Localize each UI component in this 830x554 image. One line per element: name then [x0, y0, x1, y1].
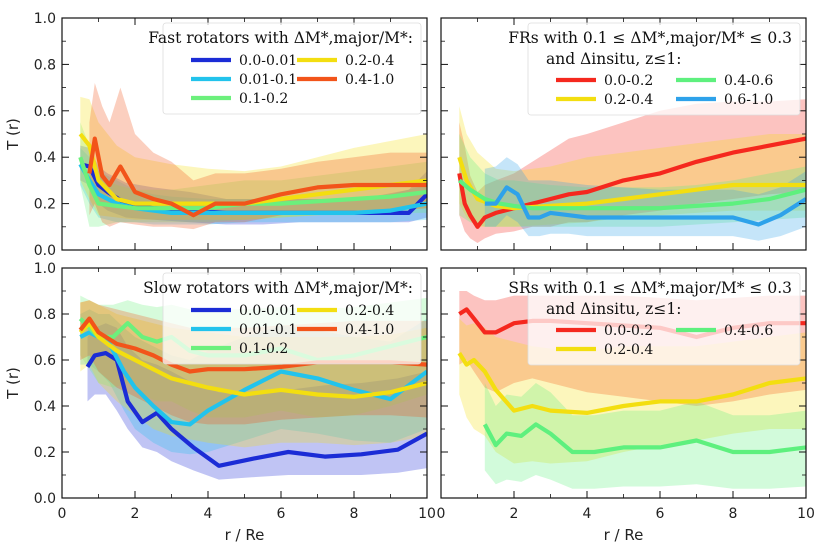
legend-label: 0.4-1.0	[345, 322, 394, 338]
line-0.0-0.01	[85, 351, 427, 468]
x-tick-label: 8	[729, 506, 738, 522]
legend-label: 0.2-0.4	[345, 53, 394, 69]
legend-label: 0.01-0.1	[239, 72, 297, 88]
x-tick-label: 6	[277, 506, 286, 522]
panel-top-left: 0.0 0.2 0.4 0.6 0.8 1.0 T (r) Fast rotators wit…	[4, 11, 428, 259]
legend-label: 0.6-1.0	[724, 92, 773, 108]
line-0.2-0.4	[457, 156, 806, 211]
legend: SRs with 0.1 ≤ ΔM*,major/M* ≤ 0.3 and Δin…	[508, 272, 801, 366]
legend-label: 0.2-0.4	[604, 342, 653, 358]
band-0.2-0.4	[80, 96, 427, 220]
legend-label: 0.2-0.4	[604, 92, 653, 108]
legend-label: 0.1-0.2	[239, 341, 288, 357]
legend-box	[162, 22, 422, 115]
line-0.6-1.0	[484, 185, 806, 227]
y-axis-label: T (r)	[4, 367, 22, 400]
legend-label: 0.4-0.6	[724, 73, 773, 89]
legend-label: 0.0-0.2	[604, 73, 653, 89]
y-axis-label: T (r)	[4, 118, 22, 151]
legend-title: Fast rotators with ΔM*,major/M*:	[148, 29, 413, 47]
y-tick-label: 0.8	[34, 57, 56, 73]
y-tick-label: 0.4	[34, 399, 56, 415]
y-tick-label: 0.8	[34, 307, 56, 323]
legend-title: FRs with 0.1 ≤ ΔM*,major/M* ≤ 0.3	[508, 29, 792, 47]
x-tick-label: 10	[797, 506, 815, 522]
y-tick-label: 0.4	[34, 150, 56, 166]
band-0.6-1.0	[484, 157, 806, 241]
y-tick-label: 0.2	[34, 197, 56, 213]
y-tick-label: 1.0	[34, 11, 56, 27]
line-0.4-0.6	[482, 422, 806, 455]
line-0.2-0.4	[78, 321, 427, 399]
x-axis-label: r / Re	[225, 526, 265, 544]
legend-subtitle: and Δinsitu, z≤1:	[546, 300, 681, 318]
plot-area	[78, 83, 427, 230]
x-tick-label: 6	[656, 506, 665, 522]
y-tick-label: 0.2	[34, 445, 56, 461]
panel-top-right: FRs with 0.1 ≤ ΔM*,major/M* ≤ 0.3 and Δin…	[440, 17, 807, 251]
legend-label: 0.0-0.01	[239, 303, 297, 319]
panel-bottom-left: 0 2 4 6 8 10 0.0 0.2 0.4 0.6 0.8 1.0 T (r) r / Re Slow…	[4, 261, 436, 544]
legend-label: 0.4-0.6	[724, 323, 773, 339]
line-0.4-0.6	[457, 178, 806, 211]
legend-title: Slow rotators with ΔM*,major/M*:	[143, 279, 413, 297]
panel-bottom-right: 0 2 4 6 8 10 r / Re SRs with 0.1 ≤ ΔM*,major/M*…	[437, 267, 815, 544]
legend-label: 0.4-1.0	[345, 72, 394, 88]
band-0.2-0.4	[459, 106, 806, 227]
x-tick-label: 0	[58, 506, 67, 522]
legend-subtitle: and Δinsitu, z≤1:	[546, 50, 681, 68]
y-tick-label: 0.0	[34, 243, 56, 259]
x-axis-label: r / Re	[604, 526, 644, 544]
plot-area	[457, 99, 806, 243]
x-tick-label: 2	[510, 506, 519, 522]
y-tick-label: 0.6	[34, 353, 56, 369]
x-tick-label: 2	[131, 506, 140, 522]
legend-label: 0.2-0.4	[345, 303, 394, 319]
line-0.0-0.2	[457, 136, 806, 229]
legend: FRs with 0.1 ≤ ΔM*,major/M* ≤ 0.3 and Δin…	[508, 22, 801, 116]
line-0.4-1.0	[87, 136, 427, 218]
legend-label: 0.0-0.01	[239, 53, 297, 69]
legend-title: SRs with 0.1 ≤ ΔM*,major/M* ≤ 0.3	[508, 279, 792, 297]
x-tick-label: 10	[418, 506, 436, 522]
y-tick-label: 0.0	[34, 491, 56, 507]
x-tick-label: 4	[583, 506, 592, 522]
x-tick-label: 8	[350, 506, 359, 522]
legend-label: 0.0-0.2	[604, 323, 653, 339]
line-0.2-0.4	[78, 132, 427, 206]
x-tick-label: 4	[204, 506, 213, 522]
legend: Fast rotators with ΔM*,major/M*: 0.0-0.01…	[148, 22, 422, 115]
y-tick-label: 1.0	[34, 261, 56, 277]
band-0.0-0.01	[87, 323, 427, 480]
legend-label: 0.01-0.1	[239, 322, 297, 338]
legend-box	[527, 22, 801, 116]
y-tick-label: 0.6	[34, 104, 56, 120]
line-0.2-0.4	[457, 351, 806, 415]
legend-box	[162, 272, 422, 365]
legend: Slow rotators with ΔM*,major/M*: 0.0-0.01…	[143, 272, 422, 365]
x-tick-label: 0	[437, 506, 446, 522]
legend-label: 0.1-0.2	[239, 91, 288, 107]
legend-box	[527, 272, 801, 366]
